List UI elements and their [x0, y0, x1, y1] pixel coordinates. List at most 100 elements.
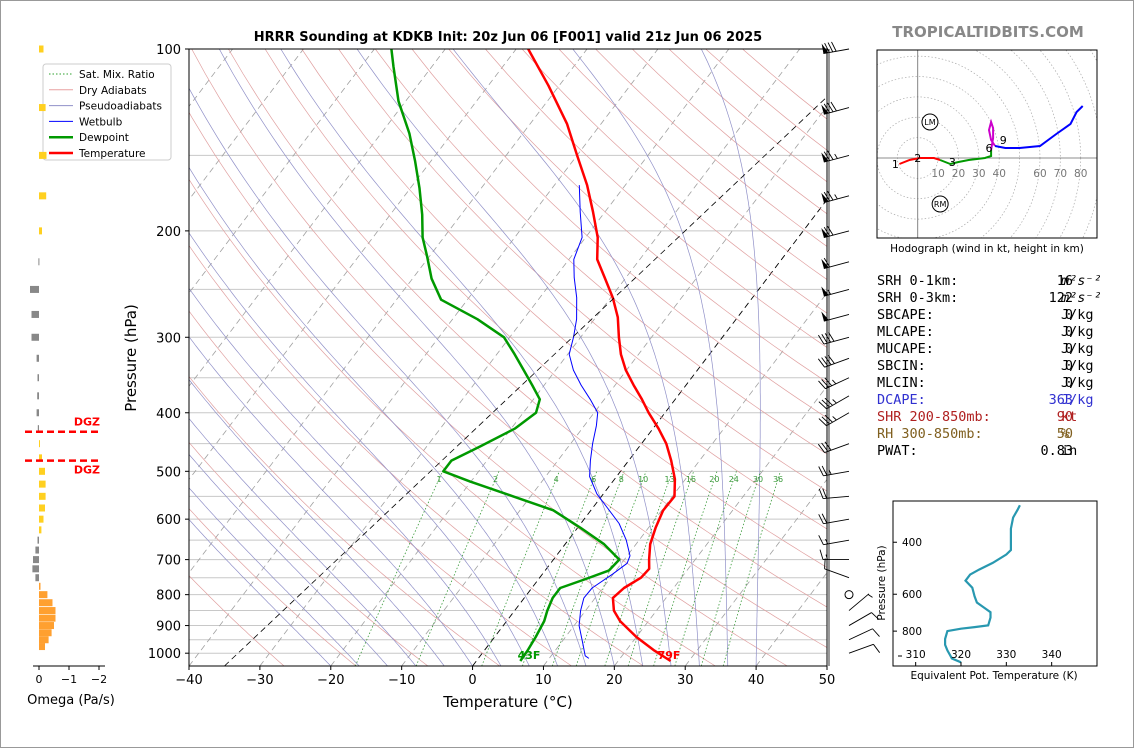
omega-bar	[31, 310, 39, 318]
mixing-ratio-label: 8	[619, 475, 624, 484]
parameter-unit: J/kg	[1061, 324, 1094, 340]
omega-bar	[35, 546, 39, 554]
dry-adiabat	[189, 376, 500, 666]
mixing-ratio-label: 36	[773, 475, 783, 484]
omega-tick-label: 0	[36, 673, 43, 686]
mixing-ratio-label: 10	[638, 475, 648, 484]
mixing-ratio-line	[604, 471, 673, 666]
wind-barb	[821, 311, 850, 322]
omega-bar	[37, 536, 39, 544]
wind-barb	[821, 226, 850, 239]
x-tick-label: −30	[246, 673, 273, 688]
omega-bar	[39, 599, 53, 607]
x-tick-label: 20	[606, 673, 623, 688]
omega-bar	[39, 622, 54, 630]
hodograph-caption: Hodograph (wind in kt, height in km)	[890, 243, 1084, 255]
parameter-value: 0	[1064, 341, 1073, 357]
x-tick-label: 40	[748, 673, 765, 688]
y-tick-label: 400	[156, 407, 181, 422]
parameter-row: SRH 0-3km: 122 m²s⁻²	[877, 290, 1117, 307]
mixing-ratio-line	[522, 471, 598, 666]
theta-e-profile	[944, 504, 1021, 664]
y-tick-label: 800	[156, 589, 181, 604]
isotherm	[189, 49, 588, 574]
dry-adiabat	[228, 49, 827, 608]
theta-e-frame	[892, 500, 1098, 667]
omega-bar	[37, 392, 39, 400]
parameter-row: SRH 0-1km: 16 m²s⁻²	[877, 273, 1117, 290]
mixing-ratio-line	[722, 471, 781, 666]
y-tick-label: 200	[156, 225, 181, 240]
y-tick-label: 300	[156, 331, 181, 346]
theta-e-xlabel: Equivalent Pot. Temperature (K)	[910, 670, 1077, 682]
omega-bar	[39, 440, 40, 448]
wind-barb	[848, 643, 881, 654]
y-tick-label: 600	[156, 513, 181, 528]
dry-adiabat	[189, 508, 357, 666]
omega-bar	[30, 285, 39, 293]
moist-adiabat	[189, 487, 360, 666]
sounding-parameters: SRH 0-1km: 16 m²s⁻² SRH 0-3km: 122 m²s⁻² SBCAP…	[877, 273, 1117, 460]
hodograph-height-label: 2	[914, 152, 921, 165]
theta-e-x-tick-label: 320	[951, 649, 971, 661]
legend-box	[42, 63, 172, 161]
wind-barb	[821, 150, 850, 163]
parameter-label: SBCAPE:	[877, 307, 934, 323]
hodograph-segment	[939, 150, 993, 166]
isotherm	[189, 49, 517, 481]
x-tick-label: 10	[535, 673, 552, 688]
omega-bar	[39, 643, 45, 651]
mixing-ratio-line	[627, 471, 695, 666]
mixing-ratio-line	[653, 471, 718, 666]
moist-adiabat	[572, 49, 729, 666]
moist-adiabat	[189, 453, 388, 666]
skewt-frame	[188, 48, 828, 667]
svg-text:RM: RM	[934, 200, 947, 209]
mixing-ratio-label: 1	[437, 475, 442, 484]
wind-barb	[817, 354, 850, 368]
mixing-ratio-label: 2	[493, 475, 498, 484]
mixing-ratio-label: 6	[591, 475, 596, 484]
legend-label: Dry Adiabats	[79, 85, 147, 97]
parameter-label: MLCAPE:	[877, 324, 934, 340]
x-tick-label: 50	[819, 673, 836, 688]
skewt-axes: 79F 43F −40 −30 −20 −10 0 10 20 30 40 50 100 200 300 40…	[148, 43, 835, 688]
hodograph-ring-label: 10	[931, 168, 944, 180]
parameter-value: 90	[1056, 409, 1073, 425]
omega-bar	[37, 374, 39, 382]
parameter-value: 16	[1056, 273, 1073, 289]
theta-e-y-tick-label: 800	[902, 626, 922, 638]
mixing-ratio-line	[674, 471, 737, 666]
parameter-row: SHR 200-850mb: 90 kt	[877, 409, 1117, 426]
omega-panel: 0 −1 −2 Omega (Pa/s) DGZ DGZ	[25, 45, 115, 708]
moist-adiabat	[452, 49, 700, 666]
dry-adiabat	[301, 49, 827, 530]
parameter-row: MLCAPE: 0 J/kg	[877, 324, 1117, 341]
parameter-value: 0	[1064, 324, 1073, 340]
parameter-unit: m²s⁻²	[1061, 273, 1102, 289]
isotherm	[259, 49, 730, 666]
parameter-row: MUCAPE: 0 J/kg	[877, 341, 1117, 358]
hodograph-labels: 10 20 30 40 60 70 80 1 2 3 69 LM RM Hodograph (wind i…	[890, 113, 1087, 255]
omega-bar	[32, 565, 39, 573]
theta-e-x-tick-label: 310	[906, 649, 926, 661]
mixing-ratio-line	[700, 471, 761, 666]
wind-barb	[818, 412, 850, 427]
mixing-ratio-line	[551, 471, 625, 666]
omega-bar	[39, 492, 46, 500]
omega-bar	[39, 629, 52, 637]
omega-bar	[39, 614, 56, 622]
dry-adiabat	[338, 49, 827, 492]
hodograph-frame	[876, 49, 1098, 239]
parameter-label: MLCIN:	[877, 375, 926, 391]
y-tick-label: 900	[156, 620, 181, 635]
x-tick-label: −10	[388, 673, 415, 688]
storm-motion-marker: LM	[921, 113, 939, 131]
skewt-background-lines: 1 2 4 6 8 10 13 16 20 24 30 36	[189, 49, 827, 666]
skewt-ylabel: Pressure (hPa)	[122, 304, 140, 412]
isotherm	[189, 49, 375, 294]
storm-motion-marker: RM	[931, 195, 949, 213]
wind-barb	[818, 332, 850, 345]
parameter-value: 122	[1048, 290, 1073, 306]
wind-barb	[818, 535, 850, 546]
